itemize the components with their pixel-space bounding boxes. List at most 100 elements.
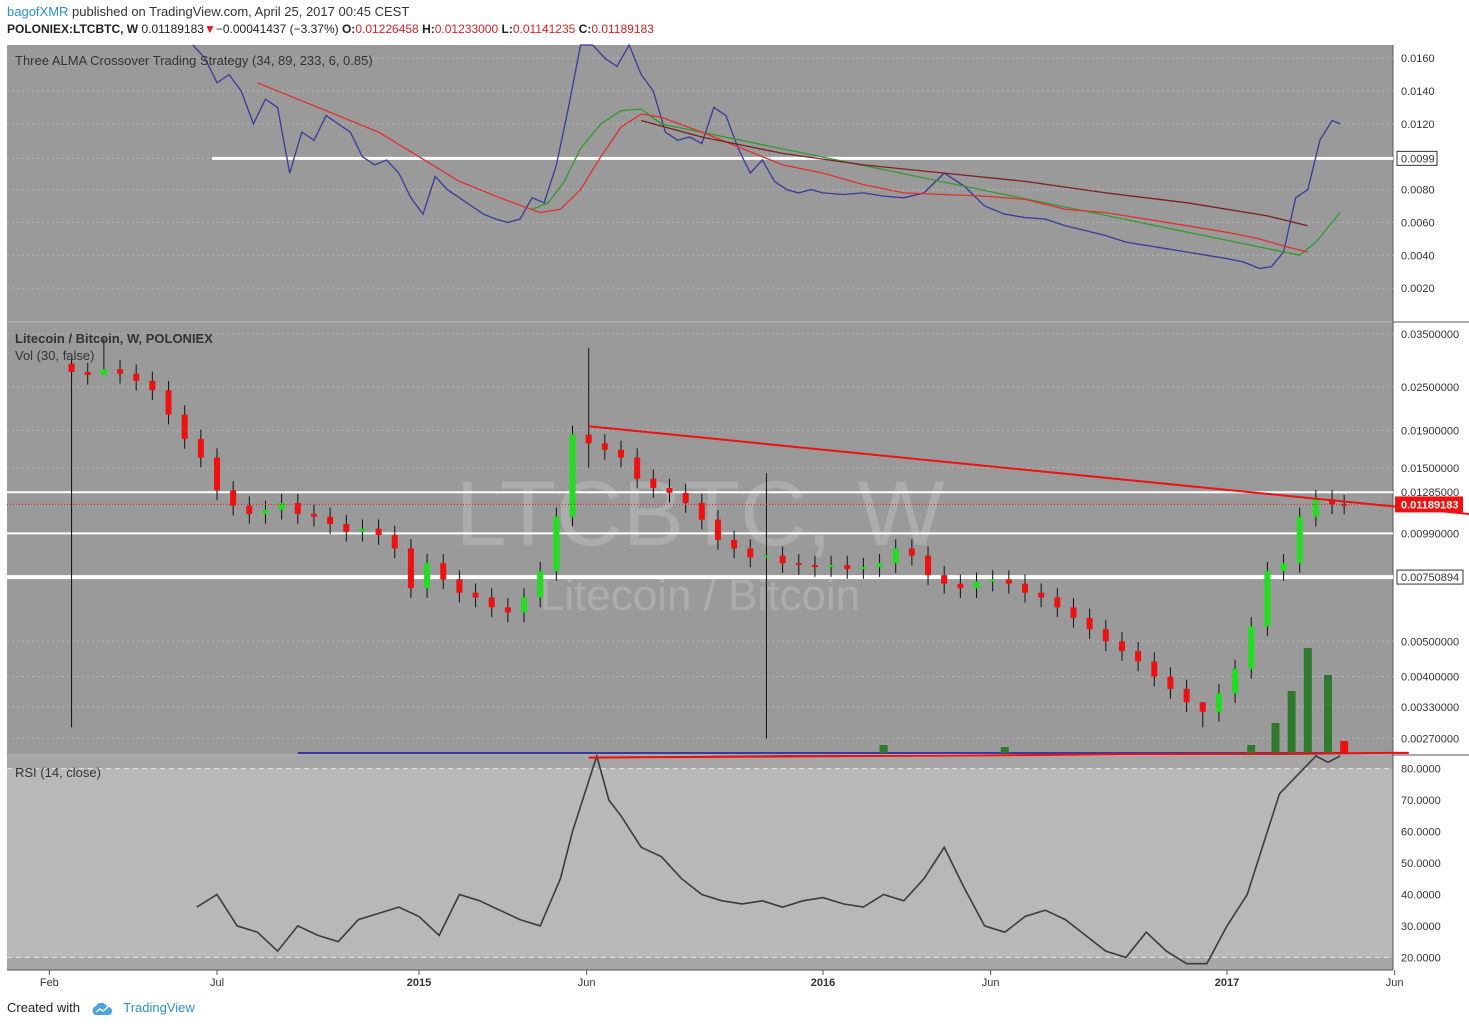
candle-body bbox=[1248, 626, 1255, 669]
top-axis-tick-label: 0.0080 bbox=[1401, 185, 1435, 197]
candle-body bbox=[133, 373, 140, 381]
candle-body bbox=[779, 555, 786, 564]
tradingview-link[interactable]: TradingView bbox=[123, 1000, 195, 1015]
published-text: published on TradingView.com, April 25, … bbox=[72, 4, 410, 19]
time-axis-tick-label: Jul bbox=[210, 977, 224, 989]
candle-body bbox=[310, 513, 317, 517]
top-series-alma_mid bbox=[257, 82, 1308, 253]
top-pane-title: Three ALMA Crossover Trading Strategy (3… bbox=[15, 53, 373, 68]
alma-pane bbox=[7, 43, 1393, 289]
candle-body bbox=[504, 607, 511, 613]
candle-body bbox=[1183, 688, 1190, 703]
rsi-resistance-line bbox=[588, 751, 1409, 759]
rsi-axis-tick-label: 70.0000 bbox=[1401, 795, 1441, 807]
rsi-line bbox=[196, 753, 1341, 965]
ohlc-line: POLONIEX:LTCBTC, W 0.01189183▼−0.0004143… bbox=[7, 22, 654, 36]
open-value: 0.01226458 bbox=[355, 22, 419, 36]
candle-body bbox=[731, 539, 738, 549]
candle-body bbox=[1296, 516, 1303, 564]
candle-body bbox=[294, 503, 301, 514]
candle-body bbox=[472, 592, 479, 598]
rsi-axis-tick-label: 20.0000 bbox=[1401, 952, 1441, 964]
candle-body bbox=[747, 548, 754, 558]
close-value: 0.01189183 bbox=[591, 22, 654, 36]
middle-pane-title: Litecoin / Bitcoin, W, POLONIEX bbox=[15, 331, 213, 346]
candle-body bbox=[714, 519, 721, 540]
candle-body bbox=[1102, 629, 1109, 642]
candle-body bbox=[1280, 563, 1287, 572]
price-axis-tick-label: 0.00400000 bbox=[1401, 672, 1459, 684]
price-axis-tick-label: 0.00500000 bbox=[1401, 636, 1459, 648]
candle-body bbox=[925, 555, 932, 576]
time-axis-tick-label: 2016 bbox=[811, 977, 835, 989]
candle-body bbox=[795, 563, 802, 566]
rsi-axis-tick-label: 60.0000 bbox=[1401, 827, 1441, 839]
top-pane-bg bbox=[7, 45, 1393, 321]
open-label: O: bbox=[341, 22, 356, 36]
time-axis-tick-label: 2017 bbox=[1215, 977, 1239, 989]
candle-body bbox=[391, 534, 398, 549]
candle-body bbox=[181, 414, 188, 439]
candle-body bbox=[1086, 617, 1093, 630]
candle-body bbox=[682, 492, 689, 504]
candle-body bbox=[1312, 499, 1319, 517]
last-price: 0.01189183 bbox=[141, 22, 204, 36]
top-axis-tick-label: 0.0120 bbox=[1401, 119, 1435, 131]
candle-body bbox=[634, 457, 641, 479]
candle-body bbox=[989, 579, 996, 582]
time-axis-tick-label: Jun bbox=[1386, 977, 1404, 989]
publish-header: bagofXMR published on TradingView.com, A… bbox=[0, 0, 1469, 44]
axes: 0.0160 0.0140 0.0120 0.0099 0.0080 0.0060 0.00… bbox=[40, 53, 1464, 989]
candle-body bbox=[860, 567, 867, 570]
candle-body bbox=[262, 509, 269, 514]
candle-body bbox=[456, 579, 463, 593]
rsi-axis-tick-label: 80.0000 bbox=[1401, 764, 1441, 776]
candle-body bbox=[537, 571, 544, 598]
candle-body bbox=[1199, 702, 1206, 712]
high-value: 0.01233000 bbox=[434, 22, 499, 36]
time-axis-tick-label: 2015 bbox=[407, 977, 431, 989]
price-change: −0.00041437 (−3.37%) bbox=[215, 22, 339, 36]
rsi-axis-tick-label: 30.0000 bbox=[1401, 921, 1441, 933]
candle-body bbox=[973, 581, 980, 589]
candle-body bbox=[68, 363, 75, 372]
volume-bar bbox=[1271, 723, 1280, 753]
candle-body bbox=[585, 434, 592, 444]
level-label-text: 0.00750894 bbox=[1401, 572, 1459, 584]
candle-body bbox=[569, 434, 576, 517]
current-price-label: 0.01189183 bbox=[1401, 499, 1459, 511]
candle-body bbox=[828, 565, 835, 568]
middle-pane-bg bbox=[7, 323, 1393, 754]
symbol-label: POLONIEX:LTCBTC, W bbox=[7, 22, 139, 36]
volume-bar bbox=[1303, 648, 1312, 753]
candle-body bbox=[618, 449, 624, 458]
candle-body bbox=[1118, 641, 1125, 652]
candle-body bbox=[811, 565, 818, 568]
candle-body bbox=[1341, 504, 1348, 506]
rsi-band bbox=[7, 768, 1393, 958]
candle-body bbox=[343, 524, 350, 532]
candle-body bbox=[601, 443, 608, 450]
candle-body bbox=[488, 597, 495, 608]
volume-bar bbox=[1340, 741, 1349, 753]
top-axis-tick-label: 0.0060 bbox=[1401, 217, 1435, 229]
rsi-pane bbox=[7, 751, 1409, 965]
candle-body bbox=[197, 438, 204, 458]
candle-body bbox=[1215, 693, 1222, 712]
price-axis-tick-label: 0.03500000 bbox=[1401, 329, 1459, 341]
candle-body bbox=[1022, 583, 1028, 593]
author-link[interactable]: bagofXMR bbox=[7, 4, 69, 19]
volume-bar bbox=[879, 745, 888, 753]
candle-body bbox=[698, 503, 705, 520]
price-axis-tick-label: 0.01900000 bbox=[1401, 425, 1459, 437]
candle-body bbox=[1135, 651, 1142, 662]
candle-body bbox=[1038, 592, 1045, 598]
volume-bar bbox=[1000, 747, 1009, 753]
top-axis-tick-label: 0.0020 bbox=[1401, 283, 1435, 295]
candle-body bbox=[278, 503, 285, 510]
top-axis-tick-label: 0.0160 bbox=[1401, 53, 1435, 65]
candle-body bbox=[375, 528, 382, 535]
chart-canvas[interactable]: LTCBTC, W Litecoin / Bitcoin 0.0160 0.014… bbox=[0, 0, 1469, 1000]
top-level-label-box bbox=[1396, 150, 1438, 166]
candle-body bbox=[763, 555, 770, 558]
